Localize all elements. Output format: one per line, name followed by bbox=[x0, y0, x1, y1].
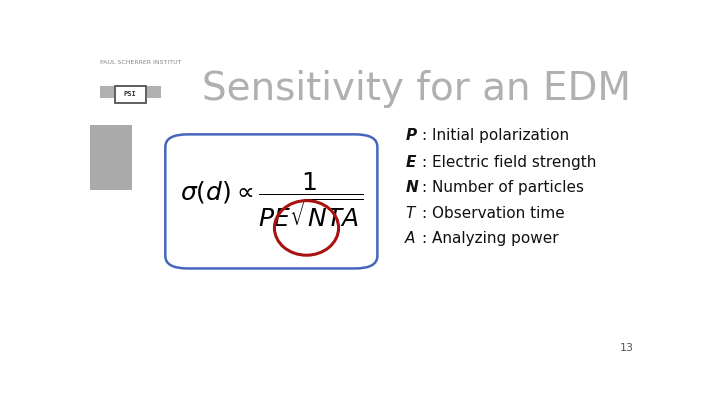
Bar bbox=[148, 86, 161, 98]
Text: P: P bbox=[405, 128, 416, 143]
Bar bbox=[90, 125, 132, 190]
Text: : Observation time: : Observation time bbox=[422, 207, 564, 222]
Text: T: T bbox=[405, 207, 415, 222]
Text: A: A bbox=[405, 231, 415, 246]
Text: E: E bbox=[405, 155, 415, 170]
Bar bbox=[115, 86, 145, 103]
Text: PAUL SCHERRER INSTITUT: PAUL SCHERRER INSTITUT bbox=[100, 60, 181, 64]
Text: Sensitivity for an EDM: Sensitivity for an EDM bbox=[202, 70, 631, 109]
Text: : Number of particles: : Number of particles bbox=[422, 180, 584, 195]
Text: N: N bbox=[405, 180, 418, 195]
Text: : Analyzing power: : Analyzing power bbox=[422, 231, 559, 246]
Text: 13: 13 bbox=[620, 343, 634, 353]
Bar bbox=[100, 86, 114, 98]
Text: $\sigma(d) \propto \dfrac{1}{PE\sqrt{NTA}}$: $\sigma(d) \propto \dfrac{1}{PE\sqrt{NTA… bbox=[179, 171, 363, 229]
Text: : Electric field strength: : Electric field strength bbox=[422, 155, 596, 170]
FancyBboxPatch shape bbox=[166, 134, 377, 269]
Text: PSI: PSI bbox=[124, 92, 137, 98]
Text: : Initial polarization: : Initial polarization bbox=[422, 128, 569, 143]
